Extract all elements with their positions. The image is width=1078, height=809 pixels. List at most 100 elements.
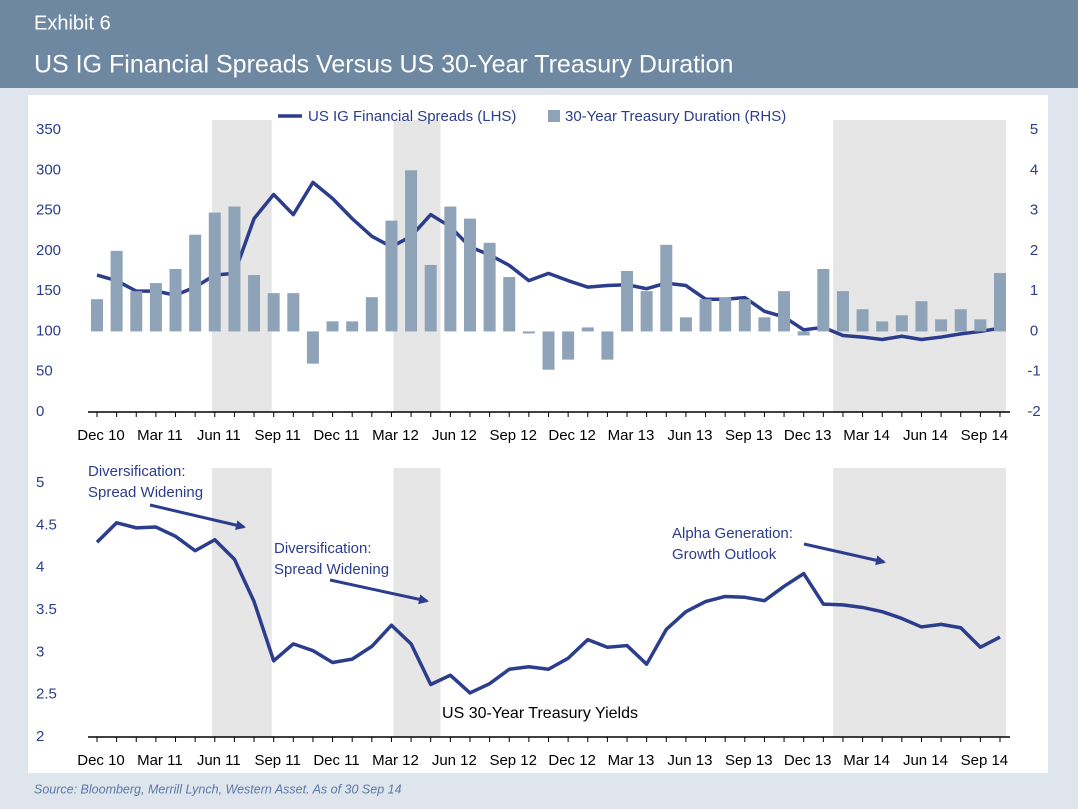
bar bbox=[424, 264, 437, 332]
y-tick-label: 300 bbox=[36, 161, 61, 178]
bar bbox=[346, 321, 359, 332]
bar bbox=[503, 277, 516, 332]
page-title: US IG Financial Spreads Versus US 30-Yea… bbox=[34, 51, 733, 79]
x-tick-label: Dec 11 bbox=[313, 427, 359, 444]
legend-swatch bbox=[548, 110, 560, 122]
x-tick-label: Mar 12 bbox=[372, 427, 419, 444]
x-tick-label: Dec 12 bbox=[548, 427, 596, 444]
bar bbox=[699, 299, 712, 332]
bar bbox=[149, 283, 162, 332]
bar bbox=[876, 321, 889, 332]
annotation: Diversification: bbox=[88, 463, 186, 480]
bar bbox=[463, 218, 476, 332]
y-tick-label: 350 bbox=[36, 121, 61, 138]
x-tick-label: Dec 10 bbox=[77, 752, 125, 769]
x-tick-label: Mar 13 bbox=[608, 752, 655, 769]
x-tick-label: Jun 13 bbox=[667, 752, 712, 769]
y-tick-label: 2.5 bbox=[36, 686, 57, 703]
source-note: Source: Bloomberg, Merrill Lynch, Wester… bbox=[34, 782, 402, 796]
y2-tick-label: 1 bbox=[1030, 282, 1038, 299]
bar bbox=[915, 301, 928, 332]
y2-tick-label: -1 bbox=[1027, 363, 1040, 380]
bar bbox=[679, 317, 692, 332]
bar bbox=[267, 293, 280, 332]
y-tick-label: 2 bbox=[36, 728, 44, 745]
x-tick-label: Sep 13 bbox=[725, 427, 773, 444]
bar bbox=[974, 319, 987, 332]
x-tick-label: Mar 14 bbox=[843, 427, 890, 444]
bar bbox=[326, 321, 339, 332]
bar bbox=[797, 331, 810, 336]
x-tick-label: Jun 14 bbox=[903, 752, 948, 769]
x-tick-label: Jun 11 bbox=[197, 427, 241, 444]
bar bbox=[91, 299, 103, 332]
bar bbox=[110, 250, 123, 332]
arrow bbox=[329, 578, 429, 605]
legend-label: 30-Year Treasury Duration (RHS) bbox=[565, 108, 786, 125]
bar bbox=[738, 299, 751, 332]
x-tick-label: Sep 11 bbox=[254, 427, 300, 444]
x-tick-label: Dec 13 bbox=[784, 752, 832, 769]
bar bbox=[444, 206, 457, 332]
arrow bbox=[149, 503, 246, 531]
exhibit-label: Exhibit 6 bbox=[34, 12, 111, 34]
bar bbox=[522, 331, 535, 334]
bar bbox=[621, 271, 634, 332]
annotation: Diversification: bbox=[274, 540, 372, 557]
recession-shade bbox=[393, 468, 441, 737]
bar bbox=[306, 331, 319, 364]
y-tick-label: 3 bbox=[36, 643, 44, 660]
series-label: US 30-Year Treasury Yields bbox=[442, 705, 638, 722]
bar bbox=[365, 297, 378, 332]
y2-tick-label: 5 bbox=[1030, 121, 1038, 138]
annotation: Alpha Generation: bbox=[672, 525, 793, 542]
recession-shade bbox=[833, 468, 1006, 737]
y-tick-label: 250 bbox=[36, 202, 61, 219]
bar bbox=[562, 331, 575, 360]
bar bbox=[405, 170, 418, 332]
bar bbox=[758, 317, 771, 332]
bar bbox=[817, 268, 830, 332]
bar bbox=[287, 293, 300, 332]
recession-shade bbox=[212, 468, 272, 737]
arrow bbox=[803, 542, 886, 566]
bar bbox=[954, 309, 967, 332]
x-tick-label: Jun 11 bbox=[197, 752, 241, 769]
y-tick-label: 100 bbox=[36, 322, 61, 339]
x-tick-label: Jun 13 bbox=[667, 427, 712, 444]
bar bbox=[228, 206, 241, 332]
x-tick-label: Jun 12 bbox=[432, 427, 477, 444]
annotation: Growth Outlook bbox=[672, 546, 777, 563]
y2-tick-label: 4 bbox=[1030, 161, 1038, 178]
x-tick-label: Dec 12 bbox=[548, 752, 596, 769]
bar bbox=[640, 291, 653, 332]
header-band bbox=[0, 0, 1078, 88]
y2-tick-label: 2 bbox=[1030, 242, 1038, 259]
x-tick-label: Sep 13 bbox=[725, 752, 773, 769]
bar bbox=[836, 291, 849, 332]
bar bbox=[542, 331, 555, 370]
annotation: Spread Widening bbox=[88, 484, 203, 501]
x-tick-label: Sep 12 bbox=[489, 427, 537, 444]
x-tick-label: Dec 13 bbox=[784, 427, 832, 444]
plots: 0 50 100 150 200 250 300 350 -2 -1 0 1 2 3 4 5 Dec 10 Mar… bbox=[36, 108, 1041, 769]
bar bbox=[895, 315, 908, 332]
bar bbox=[994, 273, 1006, 332]
y-tick-label: 200 bbox=[36, 242, 61, 259]
bar bbox=[601, 331, 614, 360]
x-tick-label: Mar 14 bbox=[843, 752, 890, 769]
bar bbox=[935, 319, 948, 332]
bar bbox=[660, 244, 673, 332]
bar bbox=[385, 220, 398, 332]
line bbox=[95, 521, 1001, 695]
y2-tick-label: -2 bbox=[1027, 403, 1040, 420]
recession-shade bbox=[212, 120, 272, 412]
x-tick-label: Mar 11 bbox=[137, 427, 183, 444]
bar bbox=[719, 297, 732, 332]
x-tick-label: Sep 11 bbox=[254, 752, 300, 769]
x-tick-label: Jun 14 bbox=[903, 427, 948, 444]
y-tick-label: 150 bbox=[36, 282, 61, 299]
bar bbox=[130, 291, 143, 332]
annotation: Spread Widening bbox=[274, 561, 389, 578]
y-tick-label: 5 bbox=[36, 474, 44, 491]
